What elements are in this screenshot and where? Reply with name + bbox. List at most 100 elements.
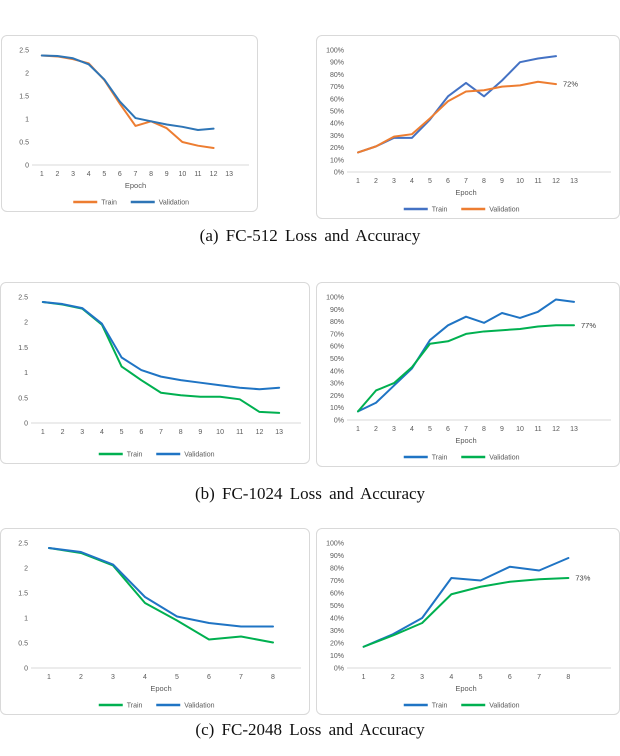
chart-text: 40% [330, 121, 344, 128]
chart-text: 7 [134, 171, 138, 178]
fc2048-loss-chart: 0 0.5 1 1.5 2 2.5 1 2 3 4 5 6 7 8 Epoch Train Validation [0, 528, 310, 715]
chart-text: 11 [534, 426, 541, 433]
chart-text: 0.5 [18, 641, 28, 648]
chart-text: 4 [410, 426, 414, 433]
chart-text: Train [432, 455, 448, 462]
chart-text: 8 [566, 674, 570, 681]
chart-text: 6 [508, 674, 512, 681]
chart-text: 70% [330, 331, 344, 338]
chart-text: 1 [25, 117, 29, 124]
fc1024-loss-chart: 0 0.5 1 1.5 2 2.5 1 2 3 4 5 6 7 8 9 10 11 12 13 Train Valida… [0, 282, 310, 464]
chart-text: 1 [356, 426, 360, 433]
chart-text: 80% [330, 566, 344, 573]
chart-text: 1 [41, 429, 45, 436]
chart-text: 0 [24, 666, 28, 673]
chart-text: 100% [326, 48, 344, 55]
chart-text: 2 [79, 674, 83, 681]
caption-b: (b) FC-1024 Loss and Accuracy [194, 484, 426, 503]
chart-text: 6 [446, 178, 450, 185]
chart-text: 40% [330, 616, 344, 623]
chart-text: Train [127, 703, 143, 710]
caption-c: (c) FC-2048 Loss and Accuracy [195, 720, 425, 739]
chart-text: 30% [330, 133, 344, 140]
chart-text: Train [432, 703, 448, 710]
chart-text: 6 [207, 674, 211, 681]
chart-text: 10% [330, 405, 344, 412]
chart-text: 4 [143, 674, 147, 681]
caption-a: (a) FC-512 Loss and Accuracy [199, 226, 421, 245]
chart-text: 40% [330, 368, 344, 375]
chart-text: 10 [216, 429, 224, 436]
chart-text: 0% [334, 170, 344, 177]
chart-text: 100% [326, 295, 344, 302]
series-line-train [40, 54, 215, 149]
chart-text: 4 [410, 178, 414, 185]
chart-text: 11 [236, 429, 243, 436]
chart-text: 2 [55, 171, 59, 178]
chart-text: Validation [184, 703, 214, 710]
chart-text: 12 [552, 426, 560, 433]
chart-text: Validation [184, 452, 214, 459]
chart-text: 0% [334, 666, 344, 673]
chart-text: 13 [275, 429, 283, 436]
fc2048-accuracy-chart: 0% 10% 20% 30% 40% 50% 60% 70% 80% 90% 100% 1 2 3 4 5 6 7… [316, 528, 620, 715]
chart-text: 2.5 [18, 295, 28, 302]
series-line-validation [357, 324, 575, 413]
chart-text: 50% [330, 356, 344, 363]
chart-text: 10% [330, 157, 344, 164]
fc1024-accuracy-canvas: 0%10%20%30%40%50%60%70%80%90%100%1 2 3 4 5 6 7… [326, 295, 611, 462]
series-line-train [48, 547, 274, 644]
chart-text: 5 [479, 674, 483, 681]
series-line-train [41, 301, 281, 414]
chart-text: 0% [334, 418, 344, 425]
chart-text: 13 [570, 426, 578, 433]
chart-text: 3 [71, 171, 75, 178]
chart-text: 7 [239, 674, 243, 681]
fc2048-loss-canvas: 0 0.5 1 1.5 2 2.5 1 2 3 4 5 6 7 8 Epoch Train Validation [18, 541, 301, 710]
chart-text: 12 [256, 429, 264, 436]
chart-text: Validation [489, 455, 519, 462]
chart-text: 70% [330, 84, 344, 91]
chart-text: 2 [374, 426, 378, 433]
chart-text: 10% [330, 653, 344, 660]
chart-text: 4 [449, 674, 453, 681]
chart-text: 90% [330, 307, 344, 314]
chart-text: 9 [165, 171, 169, 178]
chart-text: 2 [391, 674, 395, 681]
chart-text: 90% [330, 60, 344, 67]
series-line-validation [48, 547, 274, 628]
chart-text: Train [127, 452, 143, 459]
chart-text: Epoch [455, 188, 476, 197]
chart-text: 1.5 [18, 591, 28, 598]
chart-text: 1.5 [19, 94, 29, 101]
chart-text: 1 [47, 674, 51, 681]
fc2048-accuracy-canvas: 0% 10% 20% 30% 40% 50% 60% 70% 80% 90% 100% 1 2 3 4 5 6 7… [326, 541, 611, 710]
chart-text: 20% [330, 145, 344, 152]
chart-text: 0.5 [18, 395, 28, 402]
chart-text: 10 [178, 171, 186, 178]
fc512-accuracy-canvas: 0%10%20%30%40%50%60%70%80%90%100%1 2 3 4 5 6 7… [326, 48, 611, 214]
chart-text: 2.5 [18, 541, 28, 548]
chart-text: 5 [175, 674, 179, 681]
chart-text: 80% [330, 319, 344, 326]
chart-text: 0 [25, 163, 29, 170]
chart-text: 77% [581, 321, 596, 330]
chart-text: 60% [330, 344, 344, 351]
chart-text: 50% [330, 109, 344, 116]
chart-text: 1 [356, 178, 360, 185]
chart-text: 8 [179, 429, 183, 436]
chart-text: 12 [210, 171, 218, 178]
chart-text: 60% [330, 96, 344, 103]
chart-text: 8 [482, 178, 486, 185]
chart-text: 2.5 [19, 48, 29, 55]
chart-text: 6 [118, 171, 122, 178]
fc512-accuracy-chart: 0% 10% 20% 30% 40% 50% 60% 70% 80% 90% 100% 1 2 3 4 5 6 7… [316, 35, 620, 219]
chart-text: Epoch [455, 436, 476, 445]
chart-text: 73% [575, 574, 590, 583]
chart-text: 0.5 [19, 140, 29, 147]
chart-text: 7 [464, 178, 468, 185]
chart-text: 3 [420, 674, 424, 681]
chart-text: 20% [330, 393, 344, 400]
